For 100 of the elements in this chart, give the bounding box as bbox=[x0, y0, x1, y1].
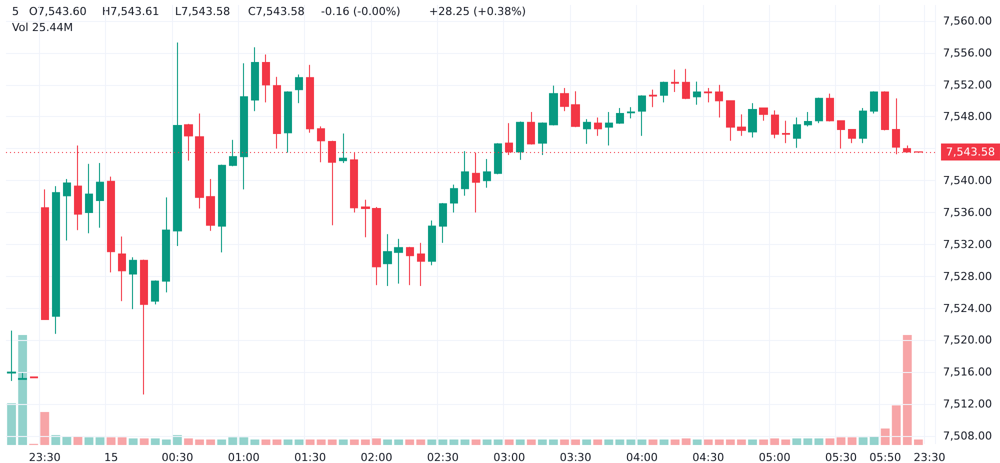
y-tick-label: 7,520.00 bbox=[943, 334, 992, 347]
candlestick bbox=[428, 220, 436, 266]
candlestick bbox=[162, 196, 170, 293]
bar bbox=[383, 440, 392, 445]
ref-line-label: 7,543.58 bbox=[946, 146, 995, 159]
candlestick bbox=[837, 120, 845, 150]
candlestick bbox=[251, 46, 259, 112]
bar bbox=[128, 438, 138, 445]
bar bbox=[7, 403, 16, 445]
candlestick bbox=[383, 234, 392, 286]
bar bbox=[593, 440, 602, 445]
candlestick bbox=[870, 90, 878, 114]
x-tick-label: 00:30 bbox=[162, 451, 194, 463]
bar bbox=[416, 440, 426, 445]
x-tick-label: 03:30 bbox=[560, 451, 592, 463]
candlestick bbox=[151, 280, 159, 305]
candlestick bbox=[771, 110, 779, 139]
candlestick bbox=[240, 62, 248, 190]
candlestick bbox=[782, 120, 790, 144]
bar bbox=[316, 440, 326, 445]
bar bbox=[582, 440, 592, 445]
bar bbox=[504, 440, 514, 445]
bar bbox=[84, 437, 94, 445]
bar bbox=[682, 438, 691, 445]
bar bbox=[173, 435, 182, 445]
y-tick-label: 7,528.00 bbox=[943, 270, 992, 283]
y-tick-label: 7,548.00 bbox=[943, 110, 992, 124]
candlestick bbox=[616, 107, 624, 124]
bar bbox=[162, 440, 171, 445]
candlestick bbox=[638, 94, 646, 136]
bar bbox=[626, 440, 636, 445]
bar bbox=[902, 335, 912, 445]
candlestick bbox=[439, 202, 447, 244]
candlestick bbox=[118, 236, 126, 302]
candlestick bbox=[881, 90, 889, 131]
candlestick bbox=[306, 64, 314, 134]
bar bbox=[40, 412, 50, 445]
y-tick-label: 7,556.00 bbox=[943, 46, 992, 60]
candlestick bbox=[361, 199, 370, 238]
candlestick bbox=[649, 89, 657, 108]
x-tick-label: 01:00 bbox=[228, 451, 260, 463]
bar bbox=[692, 440, 702, 445]
bar bbox=[792, 438, 802, 445]
bar bbox=[858, 437, 868, 445]
candlestick bbox=[229, 139, 237, 167]
x-tick-label: 05:00 bbox=[758, 451, 790, 463]
bar bbox=[670, 440, 680, 445]
bar bbox=[405, 440, 414, 445]
bar bbox=[770, 438, 780, 445]
candlestick bbox=[284, 90, 292, 154]
y-tick-label: 7,552.00 bbox=[943, 78, 992, 92]
bar bbox=[482, 440, 492, 445]
bar bbox=[660, 440, 668, 445]
bar bbox=[438, 440, 448, 445]
bar bbox=[836, 437, 846, 445]
bar bbox=[549, 440, 558, 445]
bar bbox=[184, 438, 193, 445]
candlestick bbox=[726, 100, 735, 142]
bar bbox=[350, 440, 359, 445]
candlestick bbox=[173, 42, 182, 247]
candlestick bbox=[372, 206, 381, 286]
bar bbox=[803, 438, 812, 445]
candlestick bbox=[560, 88, 569, 112]
candlestick bbox=[52, 186, 60, 334]
bar bbox=[372, 438, 381, 445]
bar bbox=[516, 440, 525, 445]
annotation: Vol 25.44M bbox=[12, 21, 73, 34]
bar bbox=[460, 440, 470, 445]
bar bbox=[704, 440, 713, 445]
bar bbox=[814, 438, 824, 445]
candlestick bbox=[538, 122, 547, 156]
bar bbox=[306, 440, 315, 445]
candlestick bbox=[815, 97, 823, 124]
x-tick-label: 23:30 bbox=[914, 451, 946, 463]
candlestick bbox=[759, 107, 768, 122]
x-tick-label: 04:30 bbox=[692, 451, 724, 463]
candlestick bbox=[273, 76, 281, 150]
annotation: L7,543.58 bbox=[175, 5, 230, 18]
bar bbox=[726, 440, 735, 445]
bar bbox=[195, 440, 204, 445]
bar bbox=[560, 440, 569, 445]
annotation: 5 bbox=[12, 5, 19, 18]
bar bbox=[526, 440, 536, 445]
bar bbox=[361, 440, 370, 445]
bar bbox=[638, 440, 646, 445]
candlestick bbox=[461, 150, 469, 196]
candlestick bbox=[549, 85, 558, 126]
candlestick bbox=[859, 107, 867, 144]
bar bbox=[294, 440, 304, 445]
bar bbox=[759, 440, 768, 445]
candlestick bbox=[737, 114, 746, 136]
y-tick-label: 7,536.00 bbox=[943, 206, 992, 220]
y-tick-label: 7,540.00 bbox=[943, 174, 992, 188]
bar bbox=[648, 440, 658, 445]
bar bbox=[272, 440, 282, 445]
candlestick bbox=[693, 81, 701, 106]
bar bbox=[150, 438, 160, 445]
candlestick bbox=[527, 111, 535, 146]
bar bbox=[826, 438, 834, 445]
candlestick bbox=[107, 176, 115, 273]
